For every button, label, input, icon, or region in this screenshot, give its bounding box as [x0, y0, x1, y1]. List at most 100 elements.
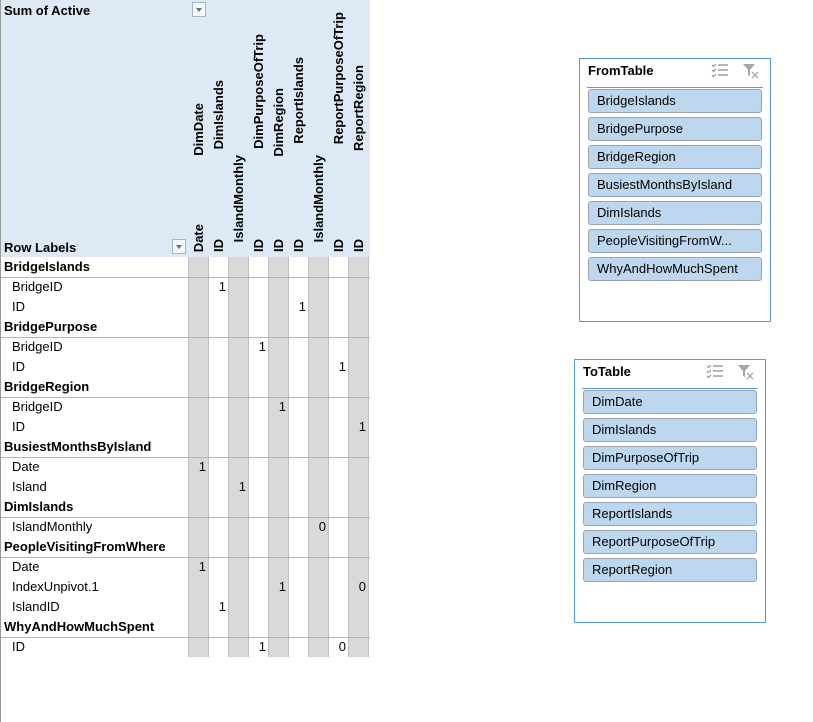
- value-cell[interactable]: [349, 557, 369, 577]
- value-cell[interactable]: 0: [338, 639, 346, 654]
- slicer-item[interactable]: DimDate: [583, 390, 757, 414]
- value-cell[interactable]: [309, 597, 329, 617]
- value-cell[interactable]: [349, 477, 369, 497]
- value-cell[interactable]: [229, 637, 249, 657]
- pivot-row[interactable]: BridgeID 1: [1, 277, 370, 297]
- value-cell[interactable]: [329, 517, 349, 537]
- value-cell[interactable]: [269, 537, 289, 557]
- value-cell[interactable]: [329, 597, 349, 617]
- value-cell[interactable]: [309, 377, 329, 397]
- value-cell[interactable]: 1: [358, 419, 366, 434]
- value-cell[interactable]: [189, 537, 209, 557]
- value-cell[interactable]: 1: [258, 639, 266, 654]
- value-cell[interactable]: [189, 437, 209, 457]
- value-cell[interactable]: [249, 417, 269, 437]
- pivot-group-row[interactable]: PeopleVisitingFromWhere: [1, 537, 370, 557]
- value-cell[interactable]: [329, 377, 349, 397]
- value-cell[interactable]: [269, 277, 289, 297]
- value-cell[interactable]: [309, 577, 329, 597]
- value-cell[interactable]: [189, 337, 209, 357]
- value-cell[interactable]: [289, 597, 309, 617]
- value-cell[interactable]: [249, 537, 269, 557]
- value-cell[interactable]: [289, 417, 309, 437]
- multi-select-icon[interactable]: [711, 62, 729, 80]
- value-cell[interactable]: [189, 497, 209, 517]
- pivot-row[interactable]: Island 1: [1, 477, 370, 497]
- value-cell[interactable]: [229, 577, 249, 597]
- slicer-item[interactable]: PeopleVisitingFromW...: [588, 229, 762, 253]
- value-cell[interactable]: [329, 257, 349, 277]
- value-cell[interactable]: [189, 617, 209, 637]
- value-cell[interactable]: [189, 417, 209, 437]
- value-cell[interactable]: [209, 517, 229, 537]
- value-cell[interactable]: [209, 417, 229, 437]
- value-cell[interactable]: [189, 637, 209, 657]
- value-cell[interactable]: [289, 457, 309, 477]
- value-cell[interactable]: [349, 457, 369, 477]
- pivot-group-row[interactable]: BridgeRegion: [1, 377, 370, 397]
- value-cell[interactable]: [249, 437, 269, 457]
- value-cell[interactable]: [329, 277, 349, 297]
- value-cell[interactable]: [269, 317, 289, 337]
- value-cell[interactable]: 0: [358, 579, 366, 594]
- value-cell[interactable]: 1: [278, 579, 286, 594]
- value-cell[interactable]: [249, 257, 269, 277]
- value-cell[interactable]: 1: [278, 399, 286, 414]
- value-cell[interactable]: [309, 337, 329, 357]
- value-cell[interactable]: [209, 477, 229, 497]
- value-cell[interactable]: [189, 397, 209, 417]
- value-cell[interactable]: [249, 457, 269, 477]
- slicer-item[interactable]: ReportPurposeOfTrip: [583, 530, 757, 554]
- pivot-row[interactable]: ID 1: [1, 417, 370, 437]
- value-cell[interactable]: [269, 557, 289, 577]
- value-cell[interactable]: [349, 537, 369, 557]
- value-cell[interactable]: [269, 517, 289, 537]
- slicer-item[interactable]: BridgeIslands: [588, 89, 762, 113]
- value-cell[interactable]: [249, 517, 269, 537]
- value-cell[interactable]: [209, 377, 229, 397]
- value-cell[interactable]: [309, 257, 329, 277]
- value-cell[interactable]: [309, 437, 329, 457]
- value-cell[interactable]: [309, 417, 329, 437]
- value-cell[interactable]: 1: [298, 299, 306, 314]
- value-cell[interactable]: [289, 257, 309, 277]
- value-cell[interactable]: [229, 317, 249, 337]
- value-cell[interactable]: [229, 497, 249, 517]
- pivot-group-row[interactable]: BusiestMonthsByIsland: [1, 437, 370, 457]
- value-cell[interactable]: [349, 277, 369, 297]
- value-cell[interactable]: [249, 497, 269, 517]
- value-cell[interactable]: [209, 397, 229, 417]
- value-cell[interactable]: [329, 537, 349, 557]
- value-cell[interactable]: [209, 617, 229, 637]
- value-cell[interactable]: [289, 517, 309, 537]
- value-cell[interactable]: [209, 357, 229, 377]
- value-cell[interactable]: [209, 637, 229, 657]
- value-cell[interactable]: [309, 397, 329, 417]
- value-cell[interactable]: [209, 537, 229, 557]
- value-cell[interactable]: [329, 497, 349, 517]
- value-cell[interactable]: [329, 457, 349, 477]
- pivot-row[interactable]: BridgeID 1: [1, 337, 370, 357]
- pivot-row[interactable]: ID 1 0: [1, 637, 370, 657]
- value-cell[interactable]: [209, 337, 229, 357]
- value-cell[interactable]: [269, 297, 289, 317]
- value-cell[interactable]: [289, 497, 309, 517]
- value-cell[interactable]: [329, 337, 349, 357]
- value-cell[interactable]: [229, 437, 249, 457]
- value-cell[interactable]: [349, 637, 369, 657]
- value-cell[interactable]: [209, 437, 229, 457]
- value-cell[interactable]: [209, 457, 229, 477]
- column-labels-dropdown[interactable]: [192, 2, 206, 17]
- value-cell[interactable]: [209, 297, 229, 317]
- value-cell[interactable]: [229, 517, 249, 537]
- value-cell[interactable]: [309, 317, 329, 337]
- value-cell[interactable]: [309, 457, 329, 477]
- value-cell[interactable]: [329, 297, 349, 317]
- slicer-item[interactable]: WhyAndHowMuchSpent: [588, 257, 762, 281]
- pivot-group-row[interactable]: DimIslands: [1, 497, 370, 517]
- value-cell[interactable]: [349, 377, 369, 397]
- value-cell[interactable]: 1: [218, 279, 226, 294]
- value-cell[interactable]: [229, 277, 249, 297]
- value-cell[interactable]: [329, 477, 349, 497]
- value-cell[interactable]: [209, 257, 229, 277]
